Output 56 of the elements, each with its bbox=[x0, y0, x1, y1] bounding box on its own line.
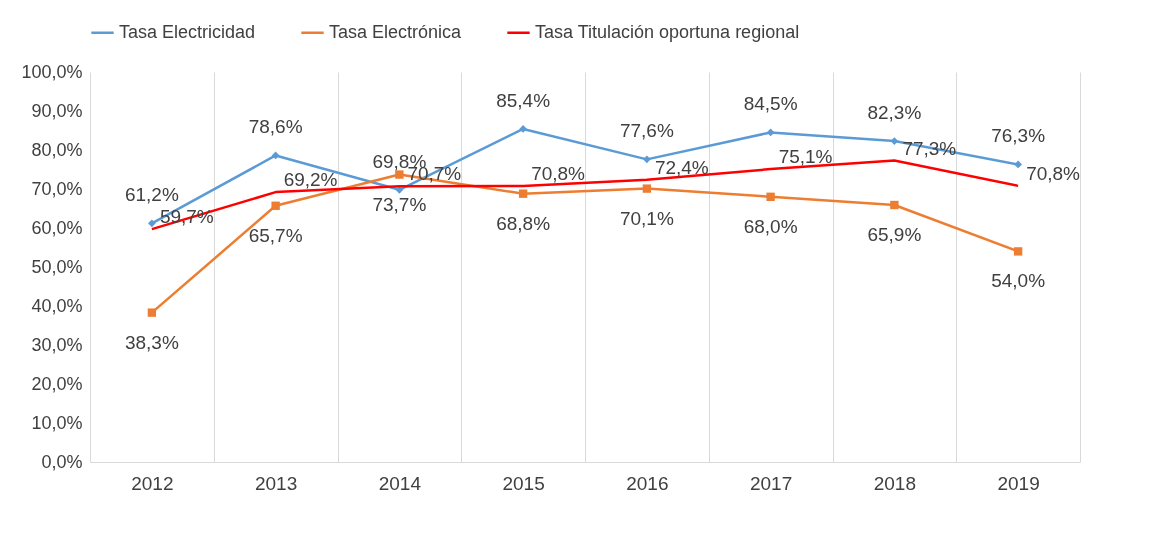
data-label: 61,2% bbox=[124, 184, 179, 206]
point bbox=[518, 189, 528, 198]
point bbox=[147, 308, 157, 317]
legend-label: Tasa Titulación oportuna regional bbox=[535, 21, 800, 42]
y-tick-label: 30,0% bbox=[31, 334, 83, 355]
data-label: 65,7% bbox=[248, 224, 303, 246]
point bbox=[271, 201, 280, 210]
x-tick-label: 2014 bbox=[378, 472, 422, 494]
y-tick-label: 80,0% bbox=[31, 139, 83, 160]
x-tick-label: 2013 bbox=[254, 472, 298, 494]
y-tick-label: 40,0% bbox=[31, 295, 83, 316]
point bbox=[1014, 160, 1022, 169]
y-tick-label: 60,0% bbox=[31, 217, 83, 238]
point bbox=[271, 151, 280, 160]
y-tick-label: 90,0% bbox=[31, 100, 83, 121]
data-label: 65,9% bbox=[867, 223, 922, 245]
data-label: 68,0% bbox=[743, 215, 798, 237]
point bbox=[766, 192, 775, 201]
legend-label: Tasa Electrónica bbox=[329, 21, 463, 42]
data-label: 82,3% bbox=[867, 102, 922, 124]
data-label: 77,6% bbox=[619, 120, 674, 142]
point bbox=[1013, 247, 1023, 256]
x-tick-label: 2015 bbox=[502, 472, 545, 494]
point bbox=[766, 128, 775, 137]
point bbox=[890, 137, 899, 145]
point bbox=[890, 200, 899, 210]
data-label: 84,5% bbox=[743, 93, 798, 115]
y-tick-label: 70,0% bbox=[31, 178, 83, 199]
data-label: 70,8% bbox=[1026, 162, 1081, 184]
legend-label: Tasa Electricidad bbox=[119, 21, 256, 42]
data-label: 72,4% bbox=[654, 156, 709, 178]
data-label: 38,3% bbox=[124, 331, 179, 353]
point bbox=[643, 155, 651, 164]
data-label: 54,0% bbox=[991, 270, 1046, 292]
point bbox=[642, 184, 652, 193]
data-label: 69,2% bbox=[283, 169, 338, 191]
data-label: 78,6% bbox=[248, 116, 303, 138]
data-label: 70,1% bbox=[619, 207, 674, 229]
y-tick-label: 0,0% bbox=[41, 451, 83, 472]
data-label: 70,8% bbox=[531, 162, 586, 184]
y-tick-label: 50,0% bbox=[31, 256, 83, 277]
data-label: 75,1% bbox=[778, 146, 833, 168]
data-label: 85,4% bbox=[496, 89, 551, 111]
y-tick-label: 20,0% bbox=[31, 373, 83, 394]
y-tick-label: 100,0% bbox=[21, 61, 83, 82]
data-label: 76,3% bbox=[991, 125, 1046, 147]
x-tick-label: 2018 bbox=[873, 472, 917, 494]
x-tick-label: 2017 bbox=[749, 472, 793, 494]
point bbox=[148, 219, 156, 228]
x-tick-label: 2012 bbox=[131, 472, 174, 494]
point bbox=[519, 125, 527, 133]
x-tick-label: 2019 bbox=[997, 472, 1040, 494]
data-label: 68,8% bbox=[496, 212, 551, 234]
data-label: 73,7% bbox=[372, 193, 427, 215]
y-tick-label: 10,0% bbox=[31, 412, 83, 433]
x-tick-label: 2016 bbox=[626, 472, 669, 494]
